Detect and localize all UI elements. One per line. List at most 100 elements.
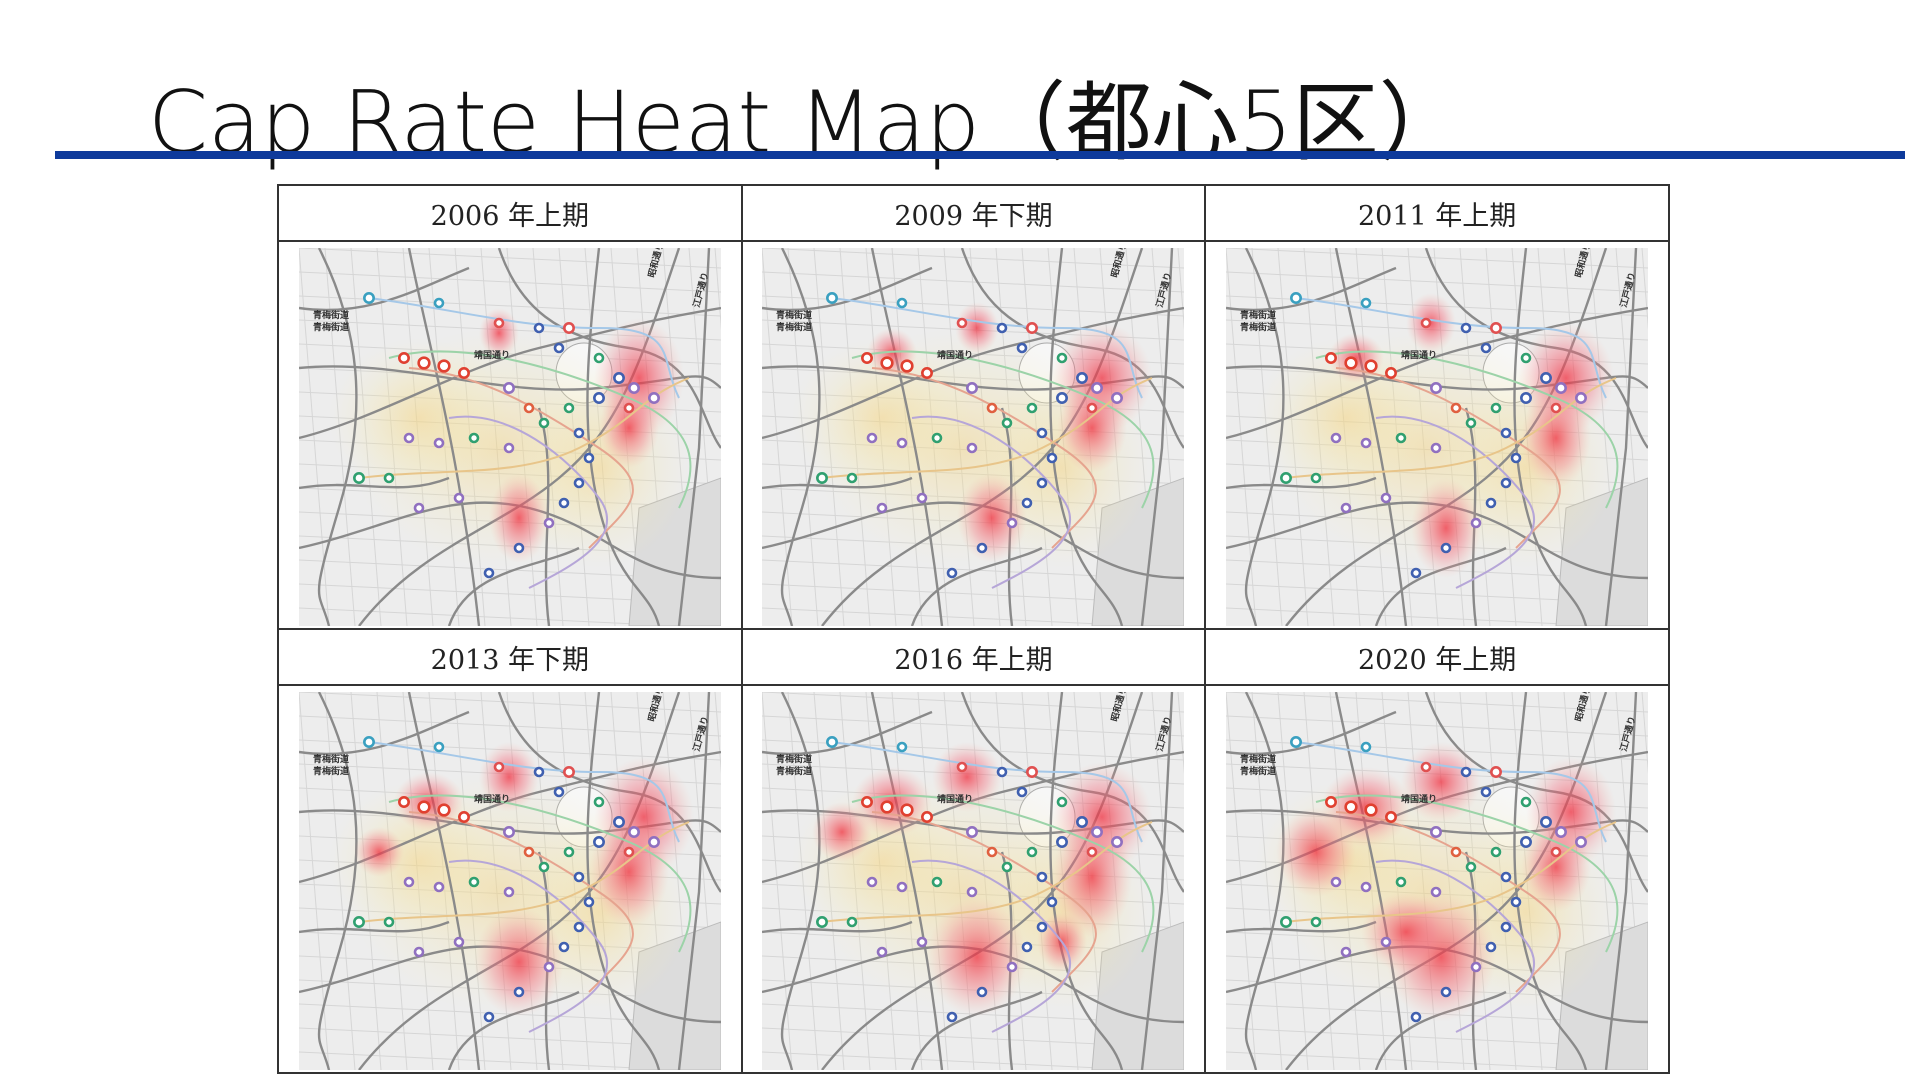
station bbox=[900, 359, 915, 373]
station bbox=[1460, 766, 1472, 778]
panel-label: 2020 年上期 bbox=[1204, 628, 1670, 686]
minor-street bbox=[1177, 248, 1185, 330]
station bbox=[1395, 876, 1407, 888]
station bbox=[538, 861, 550, 873]
station bbox=[383, 472, 395, 484]
rail-line bbox=[852, 794, 1155, 953]
station bbox=[1360, 881, 1372, 893]
station bbox=[1410, 567, 1422, 579]
map-label: 青梅街道 bbox=[776, 765, 813, 777]
station bbox=[867, 432, 878, 444]
minor-street bbox=[1177, 692, 1185, 774]
station bbox=[826, 292, 839, 304]
station bbox=[1490, 402, 1502, 414]
rail-line bbox=[388, 794, 692, 953]
heat-spot bbox=[927, 897, 1028, 1017]
station bbox=[543, 961, 555, 973]
station bbox=[647, 836, 660, 848]
station bbox=[867, 876, 878, 888]
station bbox=[1344, 356, 1358, 370]
station bbox=[433, 297, 445, 309]
station bbox=[1430, 886, 1442, 898]
station bbox=[592, 836, 605, 848]
station bbox=[917, 492, 928, 504]
station bbox=[1540, 816, 1553, 828]
station bbox=[1485, 941, 1497, 953]
station bbox=[880, 356, 895, 370]
station bbox=[967, 886, 978, 898]
station bbox=[533, 766, 545, 778]
road bbox=[1245, 692, 1285, 1070]
station bbox=[900, 803, 915, 817]
road bbox=[1604, 692, 1638, 1070]
station bbox=[1325, 352, 1338, 364]
station bbox=[1540, 372, 1553, 384]
station bbox=[1290, 736, 1303, 748]
map-label: 靖国通り bbox=[474, 793, 510, 805]
station bbox=[987, 402, 998, 414]
station bbox=[987, 846, 998, 858]
station bbox=[1420, 761, 1432, 773]
station bbox=[1500, 871, 1512, 883]
minor-street bbox=[298, 248, 721, 269]
station bbox=[413, 946, 425, 958]
station bbox=[1057, 352, 1068, 364]
station bbox=[503, 886, 515, 898]
station bbox=[563, 402, 575, 414]
station bbox=[362, 736, 375, 748]
road bbox=[1226, 920, 1377, 934]
grid-row: 青梅街道 青梅街道 靖国通り 昭和通り 江戸通り 青梅街道 青梅街道 靖国通り 昭和通り 江戸通り… bbox=[277, 240, 1670, 630]
road bbox=[298, 809, 721, 835]
station bbox=[1026, 766, 1039, 778]
station bbox=[1027, 846, 1038, 858]
station bbox=[1465, 417, 1477, 429]
station bbox=[573, 921, 585, 933]
station bbox=[1380, 936, 1392, 948]
minor-street bbox=[298, 271, 721, 293]
station bbox=[1017, 786, 1028, 798]
station bbox=[880, 800, 895, 814]
station bbox=[383, 916, 395, 928]
panel-label: 2016 年上期 bbox=[740, 628, 1207, 686]
station bbox=[1360, 297, 1372, 309]
road bbox=[762, 266, 933, 312]
road bbox=[762, 920, 913, 934]
station bbox=[523, 402, 535, 414]
station bbox=[861, 796, 874, 808]
heat-spot bbox=[1361, 892, 1452, 972]
minor-street bbox=[762, 271, 1185, 293]
rail-line bbox=[1336, 367, 1561, 549]
station bbox=[997, 322, 1008, 334]
station bbox=[921, 811, 934, 823]
station bbox=[553, 342, 565, 354]
map-label: 青梅街道 bbox=[1240, 321, 1277, 333]
station bbox=[1047, 452, 1058, 464]
station bbox=[1037, 477, 1048, 489]
station bbox=[612, 816, 625, 828]
station bbox=[483, 567, 495, 579]
panel-label: 2011 年上期 bbox=[1204, 184, 1670, 242]
station bbox=[1380, 492, 1392, 504]
station bbox=[627, 826, 640, 838]
station bbox=[593, 352, 605, 364]
rail-line bbox=[368, 297, 680, 399]
station bbox=[1076, 816, 1089, 828]
station bbox=[468, 876, 480, 888]
station bbox=[433, 881, 445, 893]
station bbox=[1007, 961, 1018, 973]
rail-line bbox=[388, 350, 692, 509]
station bbox=[897, 437, 908, 449]
station bbox=[947, 567, 958, 579]
station bbox=[816, 916, 829, 928]
map-label: 青梅街道 bbox=[1240, 765, 1277, 777]
station bbox=[1026, 322, 1039, 334]
station bbox=[1510, 452, 1522, 464]
road bbox=[1226, 476, 1377, 490]
heat-spot bbox=[478, 742, 539, 812]
station bbox=[1022, 941, 1033, 953]
station bbox=[897, 881, 908, 893]
road bbox=[911, 990, 1044, 1070]
station bbox=[558, 497, 570, 509]
station bbox=[538, 417, 550, 429]
